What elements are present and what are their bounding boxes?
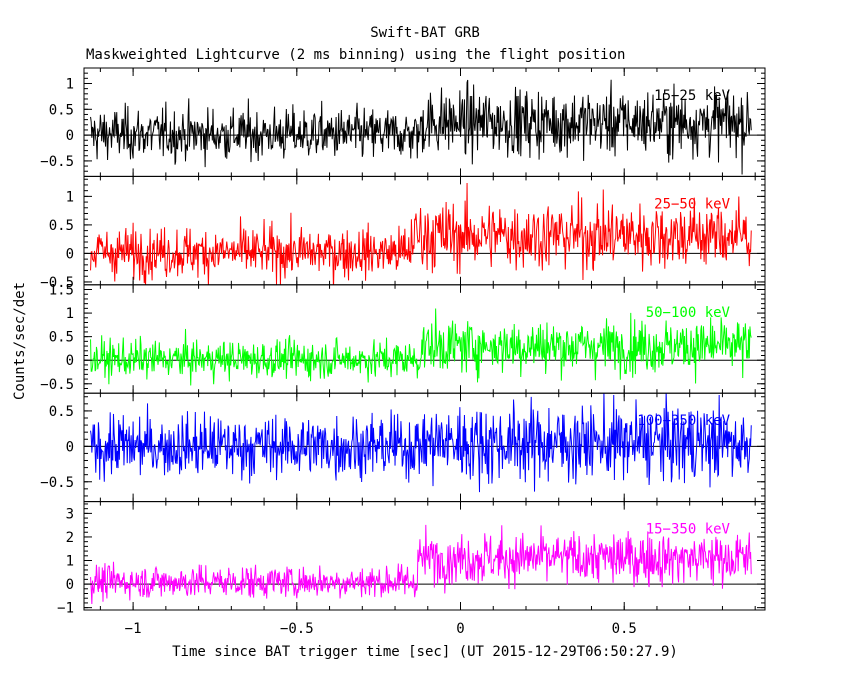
series-label-2: 50−100 keV (646, 305, 731, 321)
panel-1: −0.5 0 0.5 1 25−50 keV (40, 175, 766, 291)
series-label-4: 15−350 keV (646, 522, 731, 538)
series-label-1: 25−50 keV (654, 196, 730, 212)
y-tick-label: −0.5 (40, 475, 74, 491)
series-line-4 (90, 524, 752, 604)
series-label-0: 15−25 keV (654, 88, 730, 104)
y-tick-label: 0.5 (49, 218, 74, 234)
panel-4: −1 0 1 2 3 15−350 keV (57, 501, 766, 617)
y-axis-label: Counts/sec/det (12, 282, 28, 400)
y-tick-label: 0 (66, 128, 74, 144)
series-line-0 (90, 79, 752, 175)
y-tick-label: 1 (66, 189, 74, 205)
y-tick-label: −0.5 (40, 154, 74, 170)
y-tick-label: 0 (66, 246, 74, 262)
y-tick-label: 1 (66, 76, 74, 92)
y-tick-label: −0.5 (40, 275, 74, 291)
x-tick-label: −0.5 (280, 621, 314, 637)
x-tick-label: −1 (125, 621, 142, 637)
panel-2: −0.5 0 0.5 1 1.5 50−100 keV (40, 283, 766, 394)
panel-3: −0.5 0 0.5 100−350 keV (40, 392, 766, 503)
y-tick-label: 0 (66, 439, 74, 455)
y-tick-label: −0.5 (40, 377, 74, 393)
series-line-3 (90, 393, 752, 493)
series-line-2 (90, 308, 752, 386)
series-label-3: 100−350 keV (637, 413, 730, 429)
y-tick-label: 0 (66, 577, 74, 593)
y-tick-label: 3 (66, 506, 74, 522)
y-tick-label: 1 (66, 306, 74, 322)
y-tick-label: 0.5 (49, 330, 74, 346)
x-tick-label: 0.5 (612, 621, 637, 637)
y-tick-label: 2 (66, 530, 74, 546)
chart-title: Swift-BAT GRB (370, 25, 480, 41)
y-tick-label: 0.5 (49, 102, 74, 118)
y-tick-label: 0 (66, 353, 74, 369)
y-tick-label: 1 (66, 554, 74, 570)
y-tick-label: −1 (57, 601, 74, 617)
panel-0: −0.5 0 0.5 1 15−25 keV (40, 67, 766, 177)
y-tick-label: 0.5 (49, 404, 74, 420)
panel-frame (83, 67, 766, 177)
series-line-1 (90, 183, 752, 285)
chart-subtitle: Maskweighted Lightcurve (2 ms binning) u… (86, 47, 625, 63)
x-axis: −1 −0.5 0 0.5 (125, 621, 637, 637)
x-axis-label: Time since BAT trigger time [sec] (UT 20… (172, 644, 678, 660)
y-tick-label: 1.5 (49, 283, 74, 299)
x-tick-label: 0 (456, 621, 464, 637)
